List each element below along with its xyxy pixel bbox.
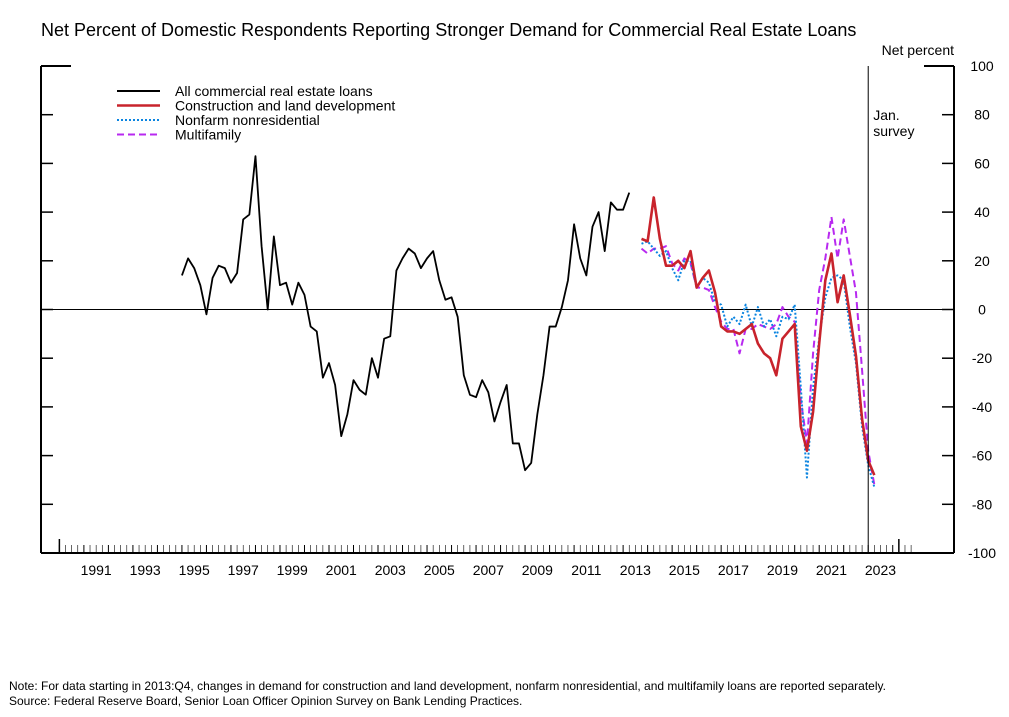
legend: All commercial real estate loansConstruc… bbox=[117, 83, 395, 143]
x-tick-label: 2003 bbox=[375, 562, 406, 578]
y-tick-label: -60 bbox=[972, 448, 992, 464]
x-tick-label: 2005 bbox=[424, 562, 455, 578]
x-tick-label: 2023 bbox=[865, 562, 896, 578]
legend-label: All commercial real estate loans bbox=[175, 83, 373, 99]
x-tick-label: 2007 bbox=[473, 562, 504, 578]
y-axis-label: Net percent bbox=[882, 42, 954, 58]
y-tick-label: -40 bbox=[972, 399, 992, 415]
x-tick-label: 2001 bbox=[326, 562, 357, 578]
x-tick-label: 1997 bbox=[228, 562, 259, 578]
legend-label: Nonfarm nonresidential bbox=[175, 112, 320, 128]
x-tick-label: 1995 bbox=[179, 562, 210, 578]
chart-title: Net Percent of Domestic Respondents Repo… bbox=[41, 20, 856, 40]
chart-note: Note: For data starting in 2013:Q4, chan… bbox=[9, 679, 886, 693]
y-axis-ticks: 100 80 60 40 20 0 -20 -40 -60 -80 -100 bbox=[41, 58, 996, 561]
x-tick-label: 1999 bbox=[277, 562, 308, 578]
x-tick-label: 2017 bbox=[718, 562, 749, 578]
x-tick-label: 2015 bbox=[669, 562, 700, 578]
legend-label: Construction and land development bbox=[175, 98, 395, 114]
series-line-nonfarm-nonresidential bbox=[641, 240, 876, 488]
x-tick-label: 1991 bbox=[81, 562, 112, 578]
y-tick-label: 80 bbox=[974, 107, 990, 123]
y-tick-label: 100 bbox=[970, 58, 994, 74]
x-tick-label: 2021 bbox=[816, 562, 847, 578]
y-tick-label: -20 bbox=[972, 350, 992, 366]
jan-survey-label-line1: Jan. bbox=[873, 107, 899, 123]
x-minor-ticks bbox=[58, 539, 912, 553]
chart: Net Percent of Domestic Respondents Repo… bbox=[40, 20, 996, 578]
x-tick-label: 2019 bbox=[767, 562, 798, 578]
jan-survey-annotation: Jan. survey bbox=[867, 66, 914, 553]
x-tick-label: 2013 bbox=[620, 562, 651, 578]
jan-survey-label-line2: survey bbox=[873, 123, 914, 139]
y-tick-label: 0 bbox=[978, 302, 986, 318]
chart-source: Source: Federal Reserve Board, Senior Lo… bbox=[9, 694, 523, 708]
y-tick-label: -80 bbox=[972, 496, 992, 512]
y-tick-label: 20 bbox=[974, 253, 990, 269]
y-tick-label: 60 bbox=[974, 155, 990, 171]
series-line-all-commercial-real-estate-loans bbox=[181, 155, 631, 472]
y-tick-label: -100 bbox=[968, 545, 996, 561]
series-line-multifamily bbox=[640, 215, 876, 485]
x-axis-ticks: 1991 1993 1995 1997 1999 2001 2003 2005 2007 2009… bbox=[81, 562, 897, 578]
legend-label: Multifamily bbox=[175, 127, 241, 143]
y-tick-label: 40 bbox=[974, 204, 990, 220]
series-layer bbox=[181, 155, 876, 488]
x-tick-label: 2009 bbox=[522, 562, 553, 578]
x-tick-label: 1993 bbox=[130, 562, 161, 578]
series-line-construction-and-land-development bbox=[641, 196, 876, 476]
x-tick-label: 2011 bbox=[571, 562, 601, 578]
